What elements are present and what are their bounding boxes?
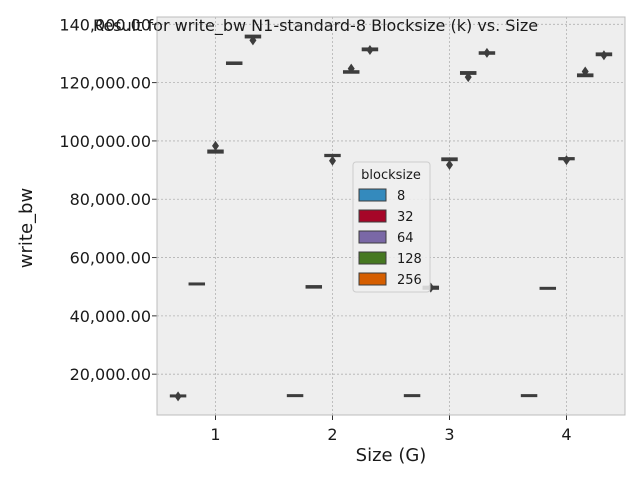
outlier-marker [483,47,491,58]
legend: blocksize 8 32 64 128 256 [352,161,431,293]
legend-label-32: 32 [397,210,414,225]
legend-swatch-128 [358,251,387,265]
y-tick-label: 20,000.00 [70,365,151,384]
legend-swatch-32 [358,209,387,223]
box-8-size-4 [520,394,538,398]
outlier-marker [212,140,219,151]
y-axis-label: write_bw [16,188,37,268]
box-8-size-3 [403,394,421,398]
plot-frame [156,16,626,416]
boxes [169,34,613,402]
y-tick-label: 120,000.00 [59,74,151,93]
legend-swatch-8 [358,188,387,202]
box-64-size-3 [441,157,458,170]
box-64-size-4 [558,155,575,166]
outlier-marker [446,159,453,170]
box-32-size-2 [305,285,323,289]
box-256-size-1 [244,34,262,46]
x-tick-label: 2 [327,425,337,444]
box-128-size-2 [342,63,360,74]
legend-title: blocksize [361,168,421,183]
outlier-marker [249,35,257,46]
outlier-marker [366,44,374,55]
outlier-marker [329,155,336,166]
y-tick-label: 60,000.00 [70,249,151,268]
box-64-size-2 [324,153,341,166]
box-128-size-1 [225,61,243,65]
x-axis: 1 2 3 4 [210,415,572,444]
y-tick-label: 80,000.00 [70,190,151,209]
box-8-size-1 [169,391,187,402]
chart-title: Result for write_bw N1-standard-8 Blocks… [93,16,538,36]
x-tick-label: 1 [210,425,220,444]
box-256-size-4 [595,50,613,61]
x-tick-label: 3 [444,425,454,444]
y-axis: 20,000.00 40,000.00 60,000.00 80,000.00 100,… [59,15,157,384]
box-64-size-1 [207,140,224,154]
box-8-size-2 [286,394,304,398]
outlier-marker [581,66,589,77]
y-tick-label: 40,000.00 [70,307,151,326]
outlier-marker [174,391,182,402]
box-256-size-2 [361,44,379,55]
legend-label-64: 64 [397,231,414,246]
box-32-size-1 [188,282,206,286]
legend-swatch-64 [358,230,387,244]
outlier-marker [563,155,570,166]
outlier-marker [464,72,472,83]
box-128-size-3 [459,71,477,83]
legend-swatch-256 [358,272,387,286]
box-128-size-4 [576,66,594,78]
outlier-marker [347,63,355,74]
y-tick-label: 140,000.00 [59,15,151,34]
outlier-marker [600,50,608,61]
x-axis-label: Size (G) [356,445,427,466]
legend-label-256: 256 [397,273,422,288]
x-tick-label: 4 [561,425,571,444]
legend-label-128: 128 [397,252,422,267]
legend-label-8: 8 [397,189,405,204]
y-tick-label: 100,000.00 [59,132,151,151]
box-32-size-4 [539,286,557,290]
box-256-size-3 [478,47,496,58]
